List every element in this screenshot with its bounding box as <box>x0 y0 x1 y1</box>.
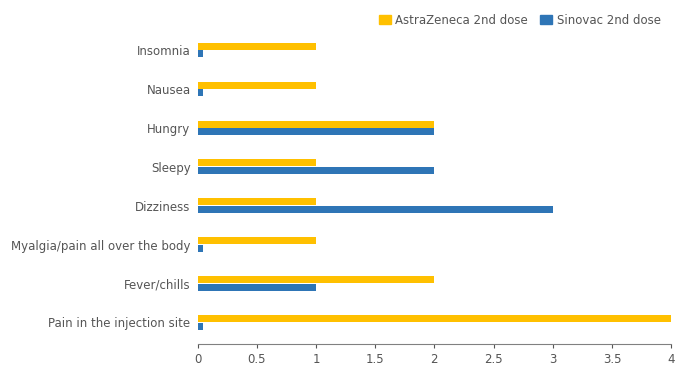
Bar <box>198 276 434 283</box>
Bar <box>198 159 316 167</box>
Bar <box>198 81 316 89</box>
Bar <box>198 238 316 244</box>
Bar <box>198 315 671 322</box>
Bar <box>198 121 434 127</box>
Bar <box>198 167 434 174</box>
Bar <box>198 43 316 50</box>
Bar <box>198 245 204 252</box>
Bar <box>198 206 553 213</box>
Legend: AstraZeneca 2nd dose, Sinovac 2nd dose: AstraZeneca 2nd dose, Sinovac 2nd dose <box>374 9 665 32</box>
Bar <box>198 323 204 329</box>
Bar <box>198 198 316 205</box>
Bar <box>198 128 434 135</box>
Bar <box>198 50 204 57</box>
Bar <box>198 284 316 291</box>
Bar <box>198 89 204 96</box>
